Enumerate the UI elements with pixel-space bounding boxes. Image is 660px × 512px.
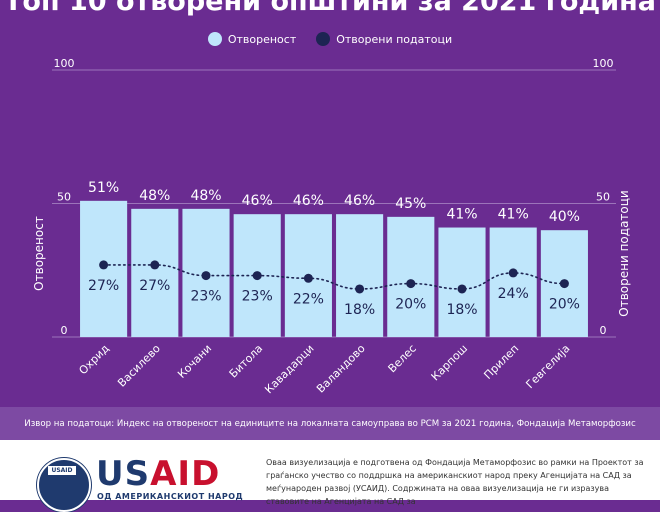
chart-title: Топ 10 отворени општини за 2021 година xyxy=(4,0,656,17)
bar-9 xyxy=(489,227,537,337)
y2-tick-label: 0 xyxy=(600,324,607,337)
bar-7 xyxy=(387,216,435,337)
legend-label-open-data: Отворени податоци xyxy=(336,32,453,46)
dot-value-label: 22% xyxy=(293,291,324,307)
y-tick-label: 50 xyxy=(57,191,71,204)
dot-value-label: 24% xyxy=(498,286,529,302)
x-tick-label: Гевгелија xyxy=(523,342,572,391)
legend: Отвореност Отворени податоци xyxy=(0,32,660,46)
dot-value-label: 27% xyxy=(88,278,119,294)
dot-value-label: 18% xyxy=(446,302,477,318)
dot-value-label: 20% xyxy=(395,297,426,313)
dot-value-label: 18% xyxy=(344,302,375,318)
x-tick-label: Велес xyxy=(386,342,419,375)
chart-plot: 51% 27% 48% 27% 48% 23% 46% 23% 46% 22% 46% 18% 45% 2… xyxy=(32,57,631,396)
bar-value-label: 51% xyxy=(88,180,119,196)
open-data-point-3 xyxy=(201,271,211,281)
x-tick-label: Василево xyxy=(115,342,163,390)
y2-tick-label: 100 xyxy=(593,57,614,70)
legend-swatch-openness xyxy=(207,32,222,46)
usaid-tagline: ОД АМЕРИКАНСКИОТ НАРОД xyxy=(97,492,244,501)
open-data-series xyxy=(99,260,569,294)
legend-item-openness: Отвореност xyxy=(207,32,297,46)
open-data-point-2 xyxy=(150,260,160,270)
open-data-point-5 xyxy=(303,273,313,283)
bar-value-label: 45% xyxy=(395,196,426,212)
bar-value-label: 48% xyxy=(190,188,221,204)
bar-value-label: 40% xyxy=(549,209,580,225)
x-tick-label: Охрид xyxy=(76,342,112,378)
logo-aid: AID xyxy=(150,454,221,494)
bar-6 xyxy=(336,214,384,337)
bar-value-label: 46% xyxy=(242,193,273,209)
seal-text: USAID xyxy=(48,466,76,475)
bar-value-label: 48% xyxy=(139,188,170,204)
footer xyxy=(0,440,660,500)
open-data-point-4 xyxy=(252,271,262,281)
x-tick-label: Кочани xyxy=(175,342,214,381)
y2-axis-title: Отворени податоци xyxy=(617,190,631,316)
bar-value-label: 46% xyxy=(293,193,324,209)
bar-value-label: 41% xyxy=(498,207,529,223)
open-data-point-10 xyxy=(559,279,569,289)
x-tick-label: Прилеп xyxy=(481,342,521,382)
legend-swatch-open-data xyxy=(316,32,331,46)
legend-item-open-data: Отворени податоци xyxy=(316,32,452,46)
y-tick-label: 100 xyxy=(54,57,75,70)
y-axis-title: Отвореност xyxy=(32,216,46,291)
open-data-point-9 xyxy=(508,268,518,278)
x-tick-label: Карпош xyxy=(429,342,470,383)
bar-value-label: 46% xyxy=(344,193,375,209)
x-tick-label: Кавадарци xyxy=(262,342,316,396)
logo-usa: US xyxy=(96,454,151,494)
dot-value-label: 27% xyxy=(139,278,170,294)
bar-value-label: 41% xyxy=(446,207,477,223)
open-data-point-1 xyxy=(99,260,109,270)
bar-2 xyxy=(131,208,179,337)
open-data-line xyxy=(102,264,566,290)
open-data-point-7 xyxy=(406,279,416,289)
open-data-point-6 xyxy=(355,284,365,294)
x-tick-label: Валандово xyxy=(314,342,368,396)
open-data-point-8 xyxy=(457,284,467,294)
x-tick-label: Битола xyxy=(227,342,266,381)
bar-8 xyxy=(438,227,486,337)
y-tick-label: 0 xyxy=(61,324,68,337)
legend-label-openness: Отвореност xyxy=(227,32,297,46)
disclaimer-text: Оваа визуелизација е подготвена од Фонда… xyxy=(266,458,644,506)
value-labels: 51% 27% 48% 27% 48% 23% 46% 23% 46% 22% 46% 18% 45% 2… xyxy=(88,180,580,318)
usaid-logo: USAID xyxy=(96,456,220,492)
source-text: Извор на податоци: Индекс на отвореност … xyxy=(24,418,636,429)
dot-value-label: 23% xyxy=(242,289,273,305)
dot-value-label: 23% xyxy=(190,289,221,305)
dot-value-label: 20% xyxy=(549,297,580,313)
y2-tick-label: 50 xyxy=(596,191,610,204)
data-source-note: Извор на податоци: Индекс на отвореност … xyxy=(0,407,660,440)
